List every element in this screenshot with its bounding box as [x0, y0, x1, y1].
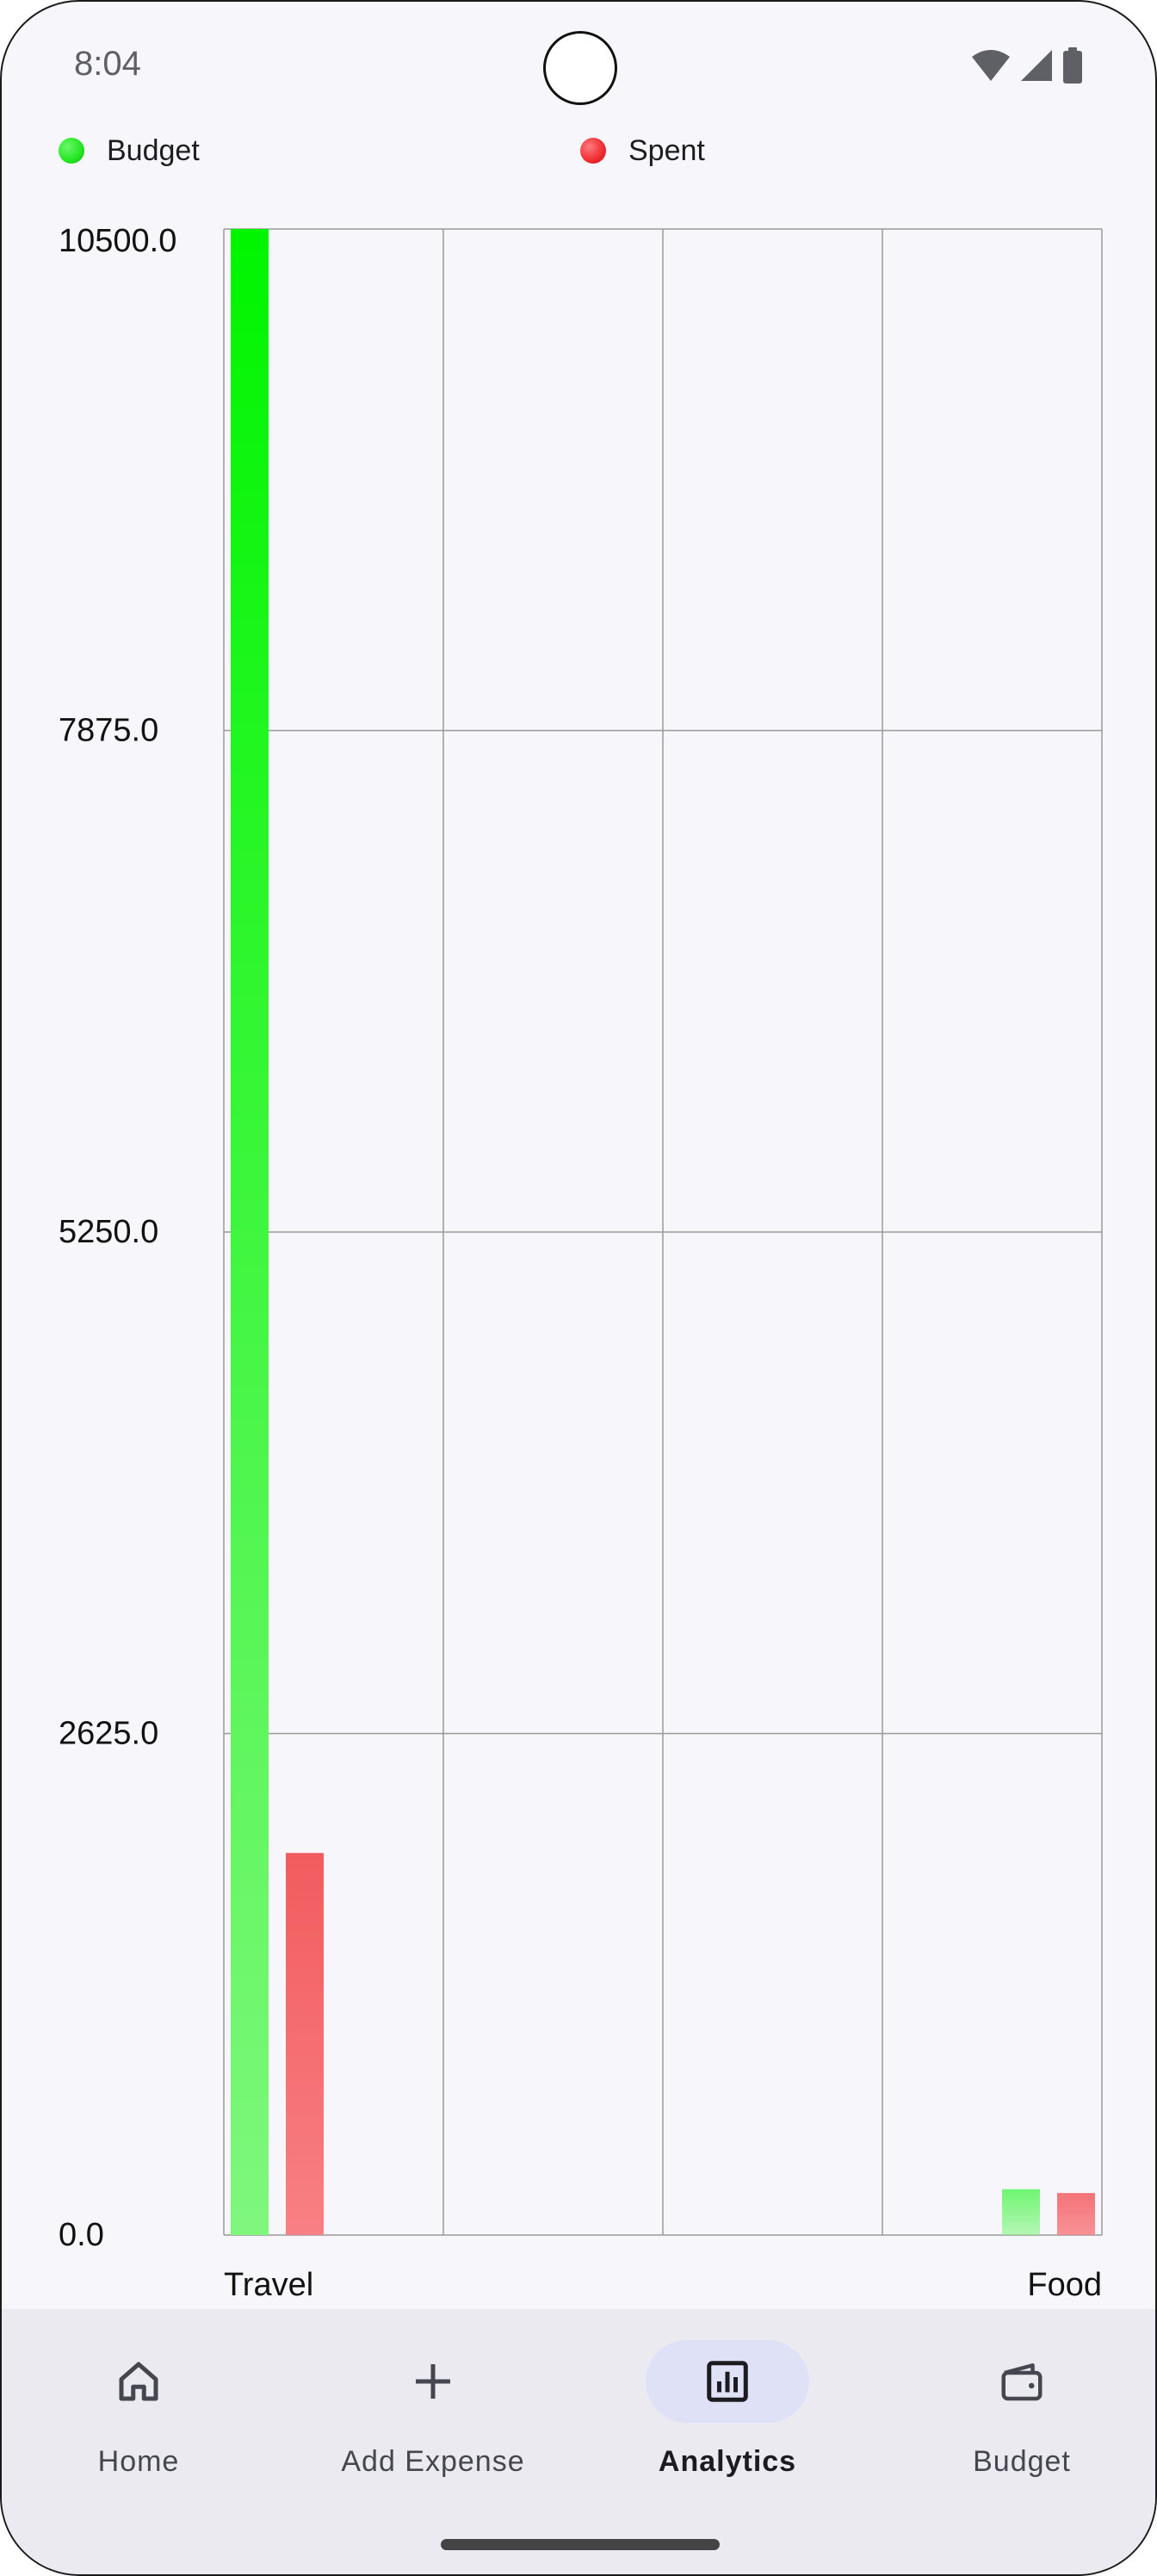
y-tick-label: 7875.0 [59, 713, 158, 749]
bar-spent-food [1057, 2193, 1095, 2235]
wifi-icon [972, 50, 1010, 81]
nav-pill-analytics [646, 2340, 809, 2423]
wallet-icon [1001, 2363, 1043, 2401]
analytics-icon [707, 2361, 748, 2402]
home-indicator [441, 2539, 720, 2550]
legend-item-spent: Spent [580, 131, 705, 170]
nav-pill-home [57, 2340, 220, 2423]
nav-label-home: Home [97, 2445, 180, 2478]
plus-icon [416, 2364, 450, 2399]
nav-pill-add-expense [351, 2340, 515, 2423]
chart-legend: Budget Spent [2, 131, 1155, 183]
x-tick-label: Food [1027, 2267, 1102, 2300]
nav-item-home[interactable]: Home [9, 2340, 268, 2504]
status-time: 8:04 [74, 45, 141, 83]
nav-label-budget: Budget [973, 2445, 1071, 2478]
legend-dot-budget [59, 138, 84, 164]
home-icon [119, 2362, 158, 2401]
bar-spent-travel [286, 1853, 324, 2235]
nav-item-budget[interactable]: Budget [893, 2340, 1151, 2504]
y-tick-label: 2625.0 [59, 1716, 158, 1752]
nav-item-analytics[interactable]: Analytics [598, 2340, 857, 2504]
x-tick-label: Travel [224, 2267, 313, 2300]
nav-label-add-expense: Add Expense [341, 2445, 525, 2478]
bar-budget-food [1002, 2189, 1040, 2235]
bar-chart-svg: 0.0 2625.0 5250.0 7875.0 10500.0 Travel Food [59, 223, 1103, 2300]
signal-icon [1021, 50, 1052, 81]
y-tick-label: 5250.0 [59, 1214, 158, 1250]
camera-cutout [543, 31, 617, 105]
battery-icon [1063, 47, 1082, 84]
legend-label-budget: Budget [107, 133, 200, 167]
legend-label-spent: Spent [628, 133, 705, 167]
status-bar: 8:04 [2, 2, 1155, 131]
legend-item-budget: Budget [59, 131, 200, 170]
bar-chart: 0.0 2625.0 5250.0 7875.0 10500.0 Travel Food [2, 200, 1155, 2300]
bottom-navigation: Home Add Expense Analytics [2, 2309, 1155, 2574]
legend-dot-spent [580, 138, 606, 164]
y-tick-label: 0.0 [59, 2217, 104, 2253]
nav-pill-budget [940, 2340, 1104, 2423]
nav-label-analytics: Analytics [658, 2445, 797, 2478]
y-tick-label: 10500.0 [59, 223, 176, 259]
status-icons [971, 46, 1083, 84]
bar-budget-travel [231, 229, 269, 2235]
nav-item-add-expense[interactable]: Add Expense [304, 2340, 562, 2504]
